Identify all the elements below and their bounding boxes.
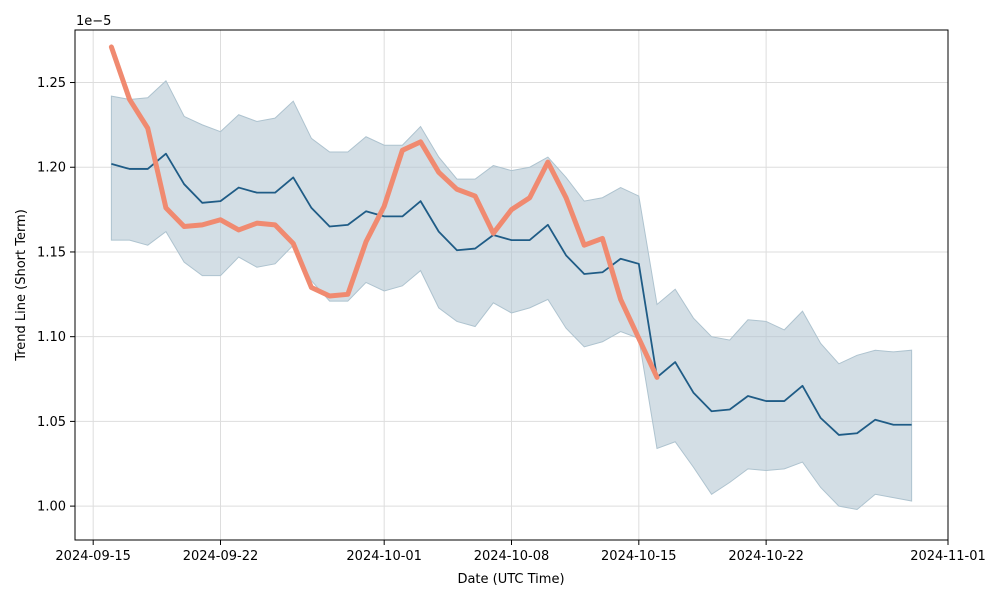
band-area <box>110 80 913 511</box>
center-line-series <box>111 152 912 436</box>
y-tick-label: 1.25 <box>37 76 66 91</box>
trend-line-series <box>108 44 660 380</box>
y-offset-label: 1e−5 <box>76 14 111 29</box>
y-tick-label: 1.10 <box>37 330 66 345</box>
trend-line <box>108 44 660 380</box>
y-axis-ticks: 1.00 1.05 1.10 1.15 1.20 1.25 <box>37 76 75 515</box>
x-tick-label: 2024-09-22 <box>183 549 259 564</box>
center-line <box>111 152 912 436</box>
y-tick-label: 1.20 <box>37 161 66 176</box>
y-tick-label: 1.00 <box>37 500 66 515</box>
y-axis-title: Trend Line (Short Term) <box>14 209 29 362</box>
x-tick-label: 2024-10-08 <box>474 549 550 564</box>
y-tick-label: 1.05 <box>37 415 66 430</box>
confidence-band <box>110 80 913 511</box>
x-tick-label: 2024-10-15 <box>601 549 677 564</box>
x-tick-label: 2024-09-15 <box>55 549 131 564</box>
x-axis-ticks: 2024-09-15 2024-09-22 2024-10-01 2024-10-08… <box>55 540 986 564</box>
y-tick-label: 1.15 <box>37 245 66 260</box>
x-tick-label: 2024-10-22 <box>728 549 804 564</box>
x-axis-title: Date (UTC Time) <box>457 572 564 587</box>
x-tick-label: 2024-10-01 <box>346 549 422 564</box>
x-tick-label: 2024-11-01 <box>910 549 986 564</box>
